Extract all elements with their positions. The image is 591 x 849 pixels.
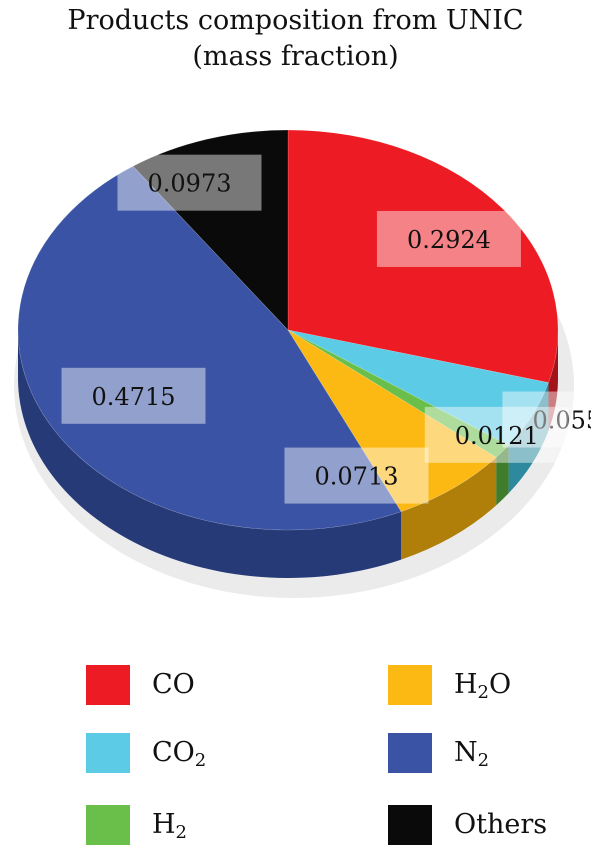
pie-slice-h2o [287, 329, 497, 512]
data-label-box [284, 447, 429, 504]
pie-side-n2 [18, 330, 402, 578]
data-label-text: 0.0554 [532, 407, 591, 435]
data-label-text: 0.2924 [407, 226, 491, 254]
chart-title: Products composition from UNIC [67, 5, 524, 36]
data-label-text: 0.4715 [92, 383, 176, 411]
data-label-box [61, 367, 206, 424]
legend-swatch [388, 665, 432, 705]
legend-label: H2O [454, 669, 512, 703]
legend-swatch [86, 665, 130, 705]
legend-label: N2 [454, 737, 490, 771]
legend-swatch [388, 733, 432, 773]
data-label-n2: 0.4715 [61, 367, 206, 424]
data-label-text: 0.0121 [455, 422, 539, 450]
legend-swatch [86, 733, 130, 773]
pie-slice-co [287, 129, 559, 383]
pie-slice-n2 [17, 165, 402, 531]
data-label-h2o: 0.0713 [284, 447, 429, 504]
pie-slice-co2 [287, 329, 549, 446]
chart-subtitle: (mass fraction) [192, 41, 399, 72]
data-label-box [117, 154, 262, 211]
pie-slice-h2 [287, 329, 510, 458]
pie-side-co [548, 330, 558, 431]
pie-slice-others [132, 129, 289, 331]
data-label-co2: 0.0554 [502, 391, 591, 448]
legend-swatch [86, 805, 130, 845]
data-label-box [376, 210, 521, 267]
legend-label: Others [454, 809, 548, 840]
legend-label: CO2 [152, 737, 207, 771]
data-label-text: 0.0973 [148, 170, 232, 198]
data-label-box [424, 406, 569, 463]
data-label-text: 0.0713 [315, 463, 399, 491]
data-label-h2: 0.0121 [424, 406, 569, 463]
legend-label: CO [152, 669, 195, 700]
data-label-box [502, 391, 591, 448]
legend-swatch [388, 805, 432, 845]
pie-side-h2 [496, 445, 509, 506]
data-label-co: 0.2924 [376, 210, 521, 267]
pie-side-h2o [401, 457, 497, 560]
pie-chart: 0.2924 0.05540.0121 0.0713 0.4715 0.0973 [14, 129, 591, 598]
pie-side-co2 [508, 382, 549, 494]
data-label-others: 0.0973 [117, 154, 262, 211]
legend-label: H2 [152, 809, 187, 843]
